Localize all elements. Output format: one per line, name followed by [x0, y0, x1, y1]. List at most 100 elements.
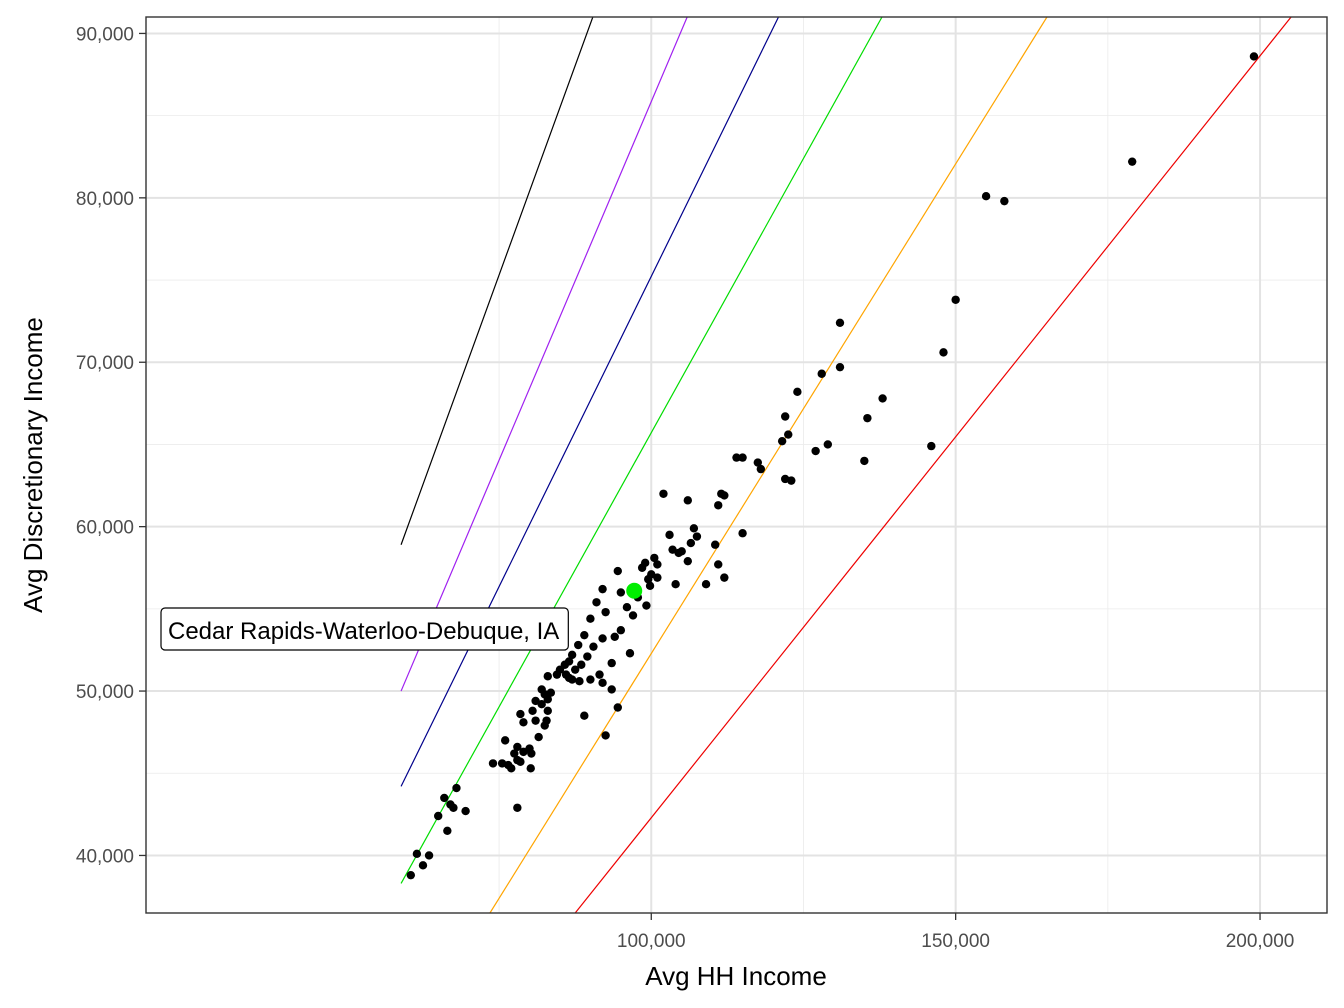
annotation-box [160, 607, 569, 651]
data-point [580, 630, 589, 640]
data-point [644, 575, 653, 584]
data-point [534, 732, 543, 742]
data-point [443, 826, 452, 835]
data-point [567, 675, 577, 684]
data-point [710, 540, 720, 549]
data-point [1000, 196, 1009, 206]
annotation-text: Cedar Rapids-Waterloo-Debuque, IA [168, 618, 559, 645]
data-point [645, 581, 655, 591]
data-point [878, 394, 887, 403]
data-point [580, 711, 589, 720]
data-point [586, 614, 595, 623]
data-point [424, 851, 434, 860]
data-point [777, 436, 787, 446]
data-point [683, 556, 692, 566]
data-point [625, 649, 635, 658]
data-point [720, 573, 729, 582]
major-gridlines [146, 17, 1327, 913]
data-point [488, 759, 498, 768]
reference-line [400, 17, 780, 787]
data-point [449, 803, 458, 812]
data-point [601, 607, 610, 617]
data-point [683, 496, 692, 505]
data-point [567, 650, 577, 660]
data-point [650, 553, 659, 563]
data-point [519, 718, 528, 727]
data-point [628, 611, 638, 620]
y-tick-label: 70,000 [76, 353, 134, 374]
data-point [507, 764, 516, 773]
data-point [863, 413, 872, 423]
data-point [671, 579, 680, 589]
data-point [595, 670, 604, 679]
x-tick-label: 100,000 [617, 931, 686, 952]
data-point [607, 658, 616, 668]
data-point [1127, 157, 1137, 166]
data-point [598, 678, 607, 688]
data-point [981, 192, 991, 201]
data-point [575, 676, 584, 686]
data-point [589, 642, 598, 651]
data-point [540, 721, 549, 730]
data-point [677, 547, 686, 556]
data-point [527, 749, 536, 758]
data-point [616, 588, 626, 597]
data-point [546, 688, 556, 697]
y-axis-title: Avg Discretionary Income [18, 317, 48, 613]
data-point [516, 709, 525, 719]
data-point [753, 458, 763, 467]
data-point [531, 716, 540, 725]
data-point [513, 742, 522, 752]
y-tick-label: 90,000 [76, 24, 134, 45]
highlight-point [626, 582, 643, 599]
highlight-layer [626, 582, 643, 599]
reference-line [400, 17, 688, 692]
x-tick-label: 200,000 [1226, 931, 1295, 952]
reference-lines [400, 17, 1292, 913]
y-axis: 40,000 50,000 60,000 70,000 80,000 90,000 [76, 24, 146, 867]
data-point [500, 736, 510, 745]
data-point [543, 672, 552, 681]
data-point [781, 412, 790, 421]
data-point [860, 456, 869, 466]
annotation-label: Cedar Rapids-Waterloo-Debuque, IA [160, 607, 569, 651]
data-point [537, 700, 546, 709]
data-point [601, 731, 610, 740]
data-point [665, 530, 674, 540]
data-point [543, 706, 552, 715]
data-point [686, 538, 696, 548]
data-point [793, 387, 802, 397]
y-tick-label: 80,000 [76, 189, 134, 210]
reference-line [400, 17, 594, 545]
data-point [835, 318, 845, 327]
data-point [510, 749, 519, 758]
data-point [835, 362, 845, 372]
data-point [637, 563, 647, 572]
data-point [689, 524, 699, 533]
data-point [714, 501, 723, 510]
data-point [738, 453, 747, 462]
data-point [613, 566, 622, 576]
data-point [817, 369, 826, 378]
reference-line [574, 17, 1292, 913]
data-point [616, 626, 626, 635]
data-point [577, 660, 586, 669]
x-axis: 100,000 150,000 200,000 [617, 913, 1294, 952]
data-point [412, 849, 422, 859]
data-point [434, 811, 443, 821]
data-point [513, 803, 522, 812]
data-point [927, 441, 936, 451]
data-point [543, 695, 552, 704]
data-point [461, 806, 470, 816]
data-point [583, 652, 592, 661]
data-point [570, 665, 580, 674]
data-point [452, 783, 461, 793]
data-point [440, 793, 449, 803]
data-point [598, 634, 607, 643]
y-tick-label: 40,000 [76, 846, 134, 867]
data-point [738, 529, 747, 538]
data-point [1249, 52, 1259, 61]
data-point [787, 476, 796, 485]
data-point [592, 598, 601, 607]
